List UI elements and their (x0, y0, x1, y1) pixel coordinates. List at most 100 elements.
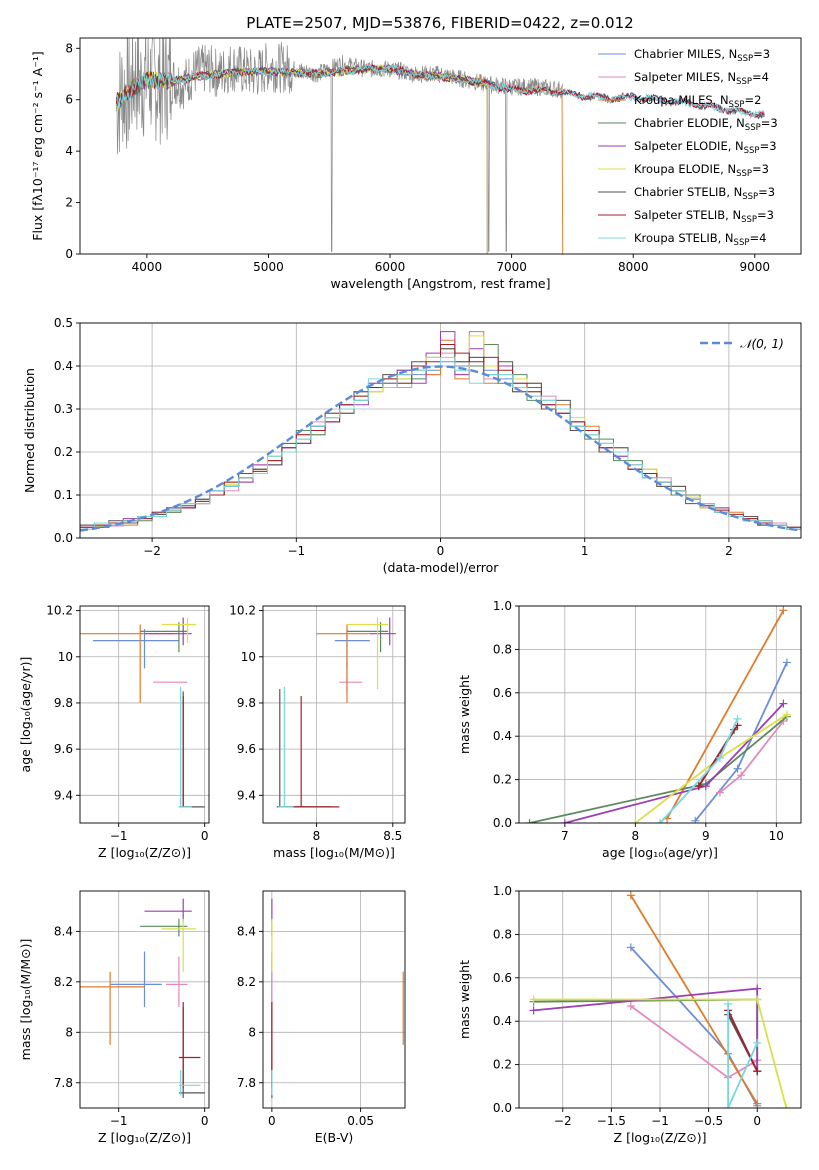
x-tick-label: 0 (201, 829, 209, 843)
weight-point (782, 1104, 791, 1108)
x-tick-label: −2 (554, 1114, 572, 1128)
weight-point (782, 710, 791, 719)
y-tick-label: 9.6 (54, 742, 73, 756)
y-tick-label: 8.2 (54, 975, 73, 989)
x-axis-label: wavelength [Angstrom, rest frame] (330, 276, 550, 291)
weight-point (560, 819, 569, 823)
weight-point (656, 819, 664, 823)
weight-point (701, 782, 710, 791)
legend-sub: SSP (742, 192, 758, 202)
x-axis-label: age [log₁₀(age/yr)] (602, 845, 718, 860)
y-tick-label: 0.2 (493, 1058, 512, 1072)
x-tick-label: 8000 (618, 260, 649, 274)
x-tick-label: 0 (437, 544, 445, 558)
y-tick-label: 0.0 (493, 816, 512, 830)
panel-age_vs_mass: 8 8.5 9.4 9.6 9.8 10 10.2 mass [log₁₀(M/M⊙)] (229, 604, 406, 860)
x-axis-label: E(B-V) (315, 1130, 354, 1145)
axes-frame (79, 890, 210, 1109)
y-tick-label: 0.2 (493, 773, 512, 787)
legend-val: =3 (758, 185, 775, 199)
weight-point (724, 999, 733, 1008)
x-tick-label: −1.5 (597, 1114, 626, 1128)
x-tick-label: −1 (110, 1114, 128, 1128)
y-tick-label: 10.2 (229, 604, 256, 618)
plot-area (80, 898, 205, 1098)
weight-point (779, 606, 788, 615)
axes-frame (79, 37, 802, 255)
normal-curve (80, 365, 801, 532)
x-tick-label: 0 (753, 1114, 761, 1128)
panel-weight_vs_age: 7 8 9 10 0.0 0.2 0.4 0.6 0.8 1.0 age [log₁₀(age/yr… (457, 599, 802, 860)
x-tick-label: −0.5 (694, 1114, 723, 1128)
y-tick-label: 8.4 (237, 924, 256, 938)
legend-val: =3 (757, 208, 774, 222)
legend-sub: SSP (737, 54, 753, 64)
legend-val: =4 (752, 70, 769, 84)
y-tick-label: 9.8 (54, 696, 73, 710)
data-spectrum-line (116, 38, 563, 252)
x-tick-label: 5000 (253, 260, 284, 274)
y-tick-label: 0 (65, 247, 73, 261)
y-axis-label: mass weight (457, 960, 472, 1039)
y-tick-label: 0.8 (493, 642, 512, 656)
legend-val: =4 (749, 231, 766, 245)
y-tick-label: 8 (65, 41, 73, 55)
legend-sub: SSP (744, 146, 760, 156)
weight-point (631, 819, 640, 823)
y-tick-label: 1.0 (493, 884, 512, 898)
y-tick-label: 7.8 (54, 1076, 73, 1090)
y-tick-label: 8.2 (237, 975, 256, 989)
legend-sub: SSP (736, 77, 752, 87)
x-tick-label: 0 (268, 1114, 276, 1128)
panel-mass_vs_Z: −1 0 7.8 8 8.2 8.4 Z [log₁₀(Z/Z⊙)] mass [log₁₀(… (18, 890, 210, 1145)
y-tick-label: 1.0 (493, 599, 512, 613)
plot-area (529, 891, 791, 1108)
y-tick-label: 0.6 (493, 686, 512, 700)
y-tick-label: 10.2 (46, 604, 73, 618)
y-tick-label: 0.5 (54, 316, 73, 330)
weight-point (782, 658, 791, 667)
legend-entry: Chabrier ELODIE, NSSP=3 (634, 116, 778, 133)
x-tick-label: 8 (632, 829, 640, 843)
legend-sub: SSP (736, 169, 752, 179)
y-tick-label: 0.4 (493, 1014, 512, 1028)
weight-point (529, 995, 538, 1004)
weight-point (753, 1038, 762, 1047)
plot-area (276, 617, 396, 808)
legend-sub: SSP (745, 123, 761, 133)
legend-entry: Kroupa STELIB, NSSP=4 (634, 231, 766, 248)
legend-val: =3 (752, 162, 769, 176)
x-tick-label: 1 (581, 544, 589, 558)
panel-spectrum: Chabrier MILES, NSSP=3 Salpeter MILES, NS… (30, 37, 802, 291)
legend-val: =2 (744, 93, 761, 107)
axes-frame (79, 605, 210, 824)
weight-point (753, 1099, 762, 1108)
y-axis-label: mass [log₁₀(M/M⊙)] (18, 939, 33, 1061)
weight-point (715, 788, 724, 797)
legend-entry: Kroupa ELODIE, NSSP=3 (634, 162, 769, 179)
weight-point (525, 819, 534, 823)
axes-frame (518, 605, 802, 824)
y-tick-label: 0.4 (493, 729, 512, 743)
y-tick-label: 9.4 (54, 788, 73, 802)
plot-area (80, 331, 801, 538)
weight-point (626, 943, 635, 952)
panel-age_vs_Z: −1 0 9.4 9.6 9.8 10 10.2 Z [log₁₀(Z/Z⊙)] age [lo… (18, 604, 210, 860)
x-tick-label: 0.05 (347, 1114, 374, 1128)
y-tick-label: 0.8 (493, 927, 512, 941)
model-line-9 (116, 64, 765, 117)
weight-point (626, 1002, 635, 1011)
y-tick-label: 0.0 (54, 531, 73, 545)
legend-sub: SSP (729, 100, 745, 110)
weight-line-8 (727, 1010, 759, 1072)
y-tick-label: 9.8 (237, 696, 256, 710)
legend-entry: Chabrier STELIB, NSSP=3 (634, 185, 775, 202)
y-axis-label: Flux [fλ10⁻¹⁷ erg cm⁻² s⁻¹ A⁻¹] (30, 51, 45, 240)
legend: 𝒩(0, 1) (700, 337, 784, 351)
x-tick-label: 2 (725, 544, 733, 558)
y-tick-label: 0.2 (54, 445, 73, 459)
y-tick-label: 9.6 (237, 742, 256, 756)
histogram-series-9 (80, 356, 801, 538)
weight-line-9 (727, 1003, 759, 1108)
